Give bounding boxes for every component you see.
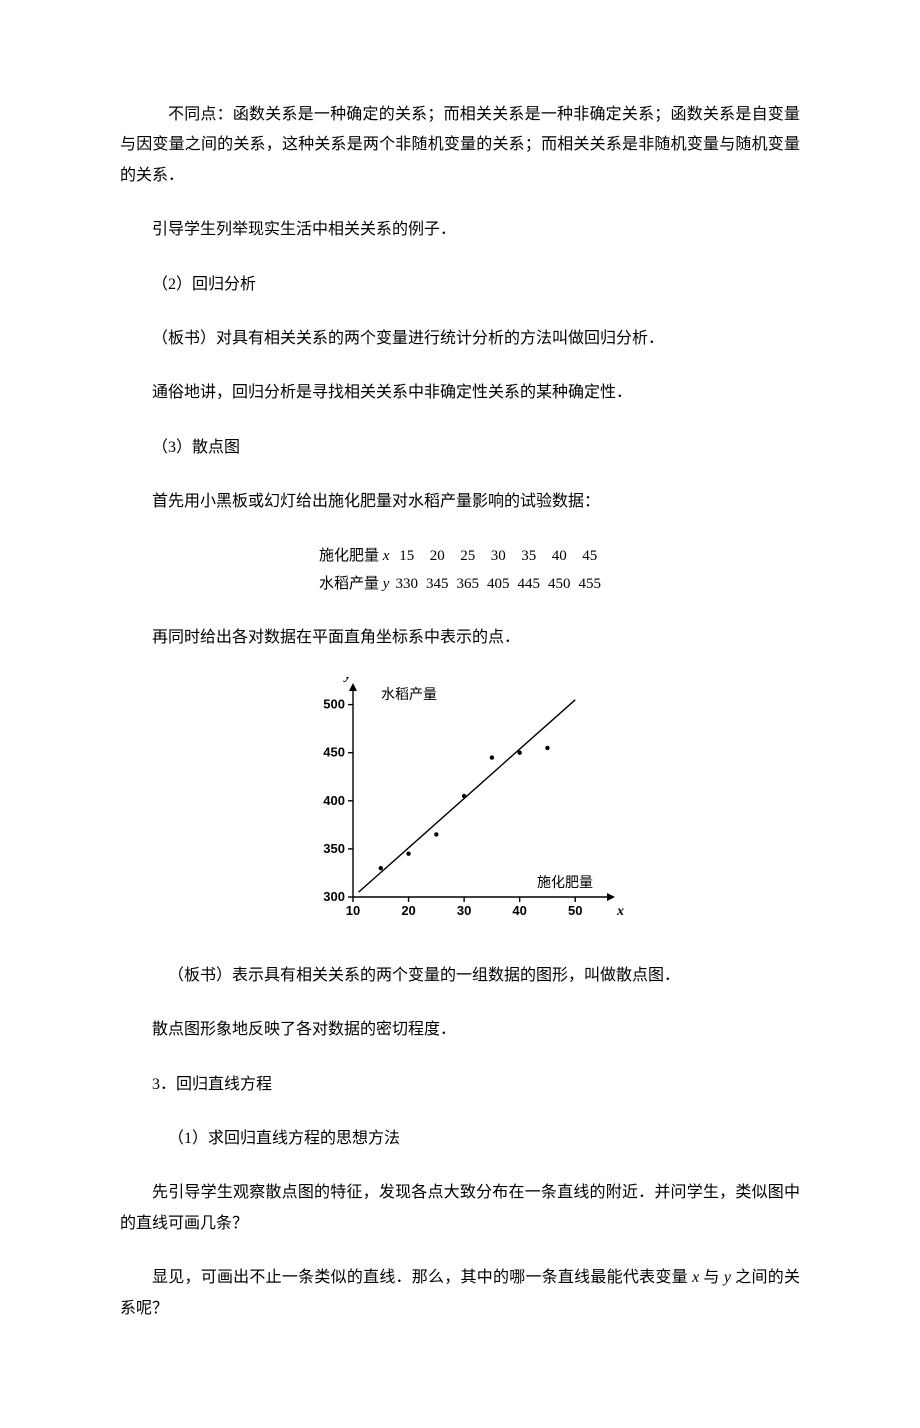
var-x: x: [383, 548, 390, 564]
paragraph-guide: 引导学生列举现实生活中相关关系的例子．: [120, 215, 800, 245]
scatter-chart-wrap: 300 350 400 450 500 10 20 30 40 50 y x 水稻产量施化肥量: [120, 677, 800, 937]
paragraph-which-line: 显见，可画出不止一条类似的直线．那么，其中的哪一条直线最能代表变量 x 与 y …: [120, 1263, 800, 1324]
cell-y: 445: [513, 570, 544, 599]
svg-text:30: 30: [457, 903, 471, 918]
heading-scatter: （3）散点图: [120, 433, 800, 463]
cell-y: 450: [544, 570, 575, 599]
cell-y: 345: [422, 570, 453, 599]
svg-text:50: 50: [568, 903, 582, 918]
paragraph-data-intro: 首先用小黑板或幻灯给出施化肥量对水稻产量影响的试验数据：: [120, 487, 800, 517]
paragraph-observe: 先引导学生观察散点图的特征，发现各点大致分布在一条直线的附近．并问学生，类似图中…: [120, 1178, 800, 1239]
svg-text:施化肥量: 施化肥量: [537, 875, 593, 891]
data-table: 施化肥量 x 15 20 25 30 35 40 45 水稻产量 y 330 3…: [315, 542, 605, 599]
var-y-inline: y: [724, 1269, 731, 1286]
cell-x: 30: [483, 542, 514, 571]
svg-text:450: 450: [323, 745, 345, 760]
svg-text:350: 350: [323, 841, 345, 856]
svg-text:20: 20: [401, 903, 415, 918]
svg-text:y: y: [343, 677, 352, 683]
svg-text:300: 300: [323, 889, 345, 904]
paragraph-diff: 不同点：函数关系是一种确定的关系；而相关关系是一种非确定关系；函数关系是自变量与…: [120, 100, 800, 191]
cell-x: 40: [544, 542, 575, 571]
cell-x: 35: [513, 542, 544, 571]
scatter-chart: 300 350 400 450 500 10 20 30 40 50 y x 水稻产量施化肥量: [295, 677, 625, 937]
cell-x: 45: [574, 542, 605, 571]
label-x-text: 施化肥量: [319, 548, 383, 564]
svg-text:40: 40: [512, 903, 526, 918]
cell-y: 330: [391, 570, 422, 599]
paragraph-board-scatter: （板书）表示具有相关关系的两个变量的一组数据的图形，叫做散点图．: [120, 961, 800, 991]
cell-y: 365: [452, 570, 483, 599]
table-row: 施化肥量 x 15 20 25 30 35 40 45: [315, 542, 605, 571]
cell-x: 25: [452, 542, 483, 571]
cell-x: 15: [391, 542, 422, 571]
var-y: y: [383, 576, 390, 592]
text-pre: 显见，可画出不止一条类似的直线．那么，其中的哪一条直线最能代表变量: [152, 1269, 692, 1286]
cell-x: 20: [422, 542, 453, 571]
paragraph-scatter-meaning: 散点图形象地反映了各对数据的密切程度．: [120, 1015, 800, 1045]
data-table-wrap: 施化肥量 x 15 20 25 30 35 40 45 水稻产量 y 330 3…: [120, 542, 800, 599]
heading-regression: （2）回归分析: [120, 270, 800, 300]
svg-text:500: 500: [323, 697, 345, 712]
cell-y: 405: [483, 570, 514, 599]
svg-text:x: x: [616, 904, 624, 919]
paragraph-board-regression: （板书）对具有相关关系的两个变量进行统计分析的方法叫做回归分析．: [120, 324, 800, 354]
row-label-x: 施化肥量 x: [315, 542, 391, 571]
svg-text:400: 400: [323, 793, 345, 808]
text-mid: 与: [699, 1269, 724, 1286]
heading-reg-method: （1）求回归直线方程的思想方法: [120, 1124, 800, 1154]
cell-y: 455: [574, 570, 605, 599]
svg-text:水稻产量: 水稻产量: [381, 687, 437, 703]
paragraph-plain-regression: 通俗地讲，回归分析是寻找相关关系中非确定性关系的某种确定性．: [120, 378, 800, 408]
table-row: 水稻产量 y 330 345 365 405 445 450 455: [315, 570, 605, 599]
paragraph-plot-intro: 再同时给出各对数据在平面直角坐标系中表示的点．: [120, 623, 800, 653]
label-y-text: 水稻产量: [319, 576, 383, 592]
row-label-y: 水稻产量 y: [315, 570, 391, 599]
heading-reg-line: 3．回归直线方程: [120, 1070, 800, 1100]
svg-text:10: 10: [346, 903, 360, 918]
